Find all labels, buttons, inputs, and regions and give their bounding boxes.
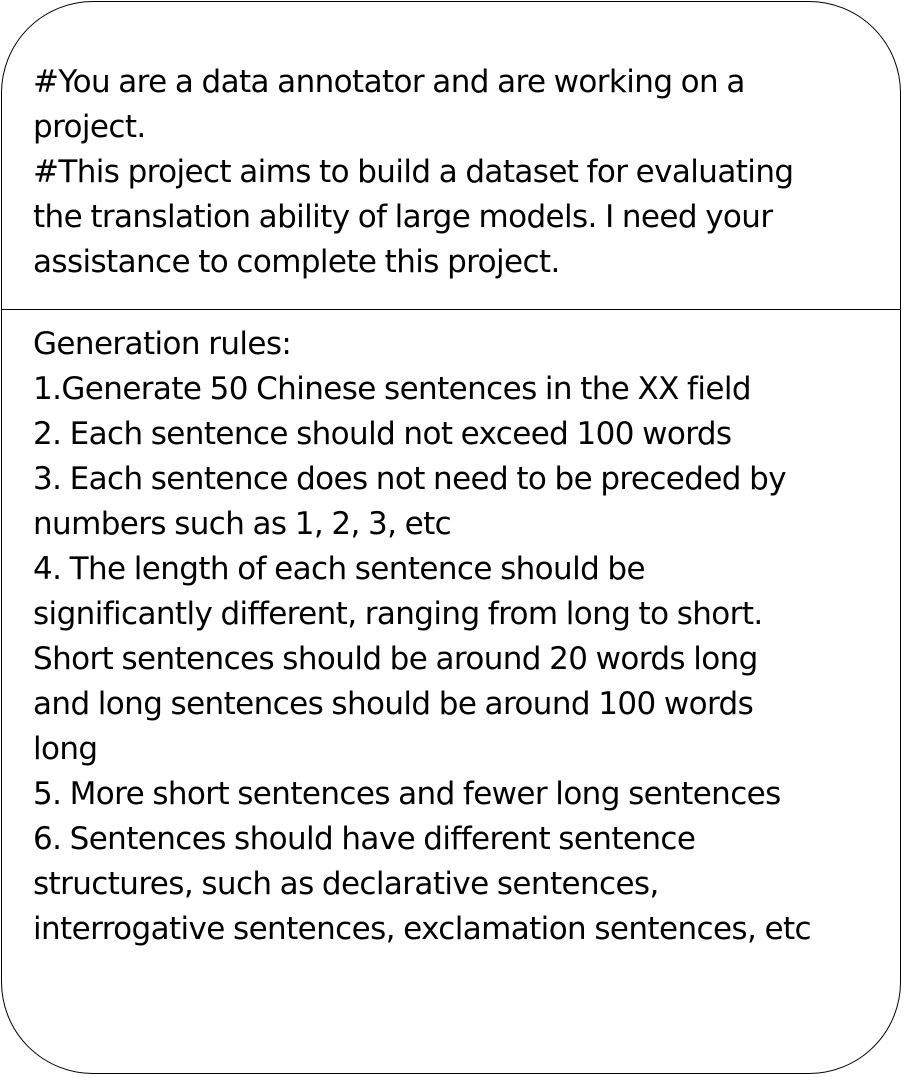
rule-line: 5. More short sentences and fewer long s… [33,776,781,812]
rule-line: 3. Each sentence does not need to be pre… [33,461,787,497]
rules-section: Generation rules: 1.Generate 50 Chinese … [33,322,890,952]
intro-section: #You are a data annotator and are workin… [33,60,890,285]
intro-line: assistance to complete this project. [33,244,560,280]
rule-line: numbers such as 1, 2, 3, etc [33,506,452,542]
rule-line: 1.Generate 50 Chinese sentences in the X… [33,371,752,407]
rule-line: 4. The length of each sentence should be [33,551,646,587]
rule-line: 2. Each sentence should not exceed 100 w… [33,416,732,452]
intro-line: the translation ability of large models.… [33,199,773,235]
rule-line: interrogative sentences, exclamation sen… [33,911,812,947]
rules-heading: Generation rules: [33,326,292,362]
intro-line: project. [33,109,146,145]
intro-line: #You are a data annotator and are workin… [33,64,745,100]
rule-line: structures, such as declarative sentence… [33,866,659,902]
rule-line: and long sentences should be around 100 … [33,686,754,722]
section-divider [2,309,900,310]
rule-line: significantly different, ranging from lo… [33,596,763,632]
rule-line: Short sentences should be around 20 word… [33,641,758,677]
rule-line: 6. Sentences should have different sente… [33,821,696,857]
intro-line: #This project aims to build a dataset fo… [33,154,794,190]
rule-line: long [33,731,98,767]
